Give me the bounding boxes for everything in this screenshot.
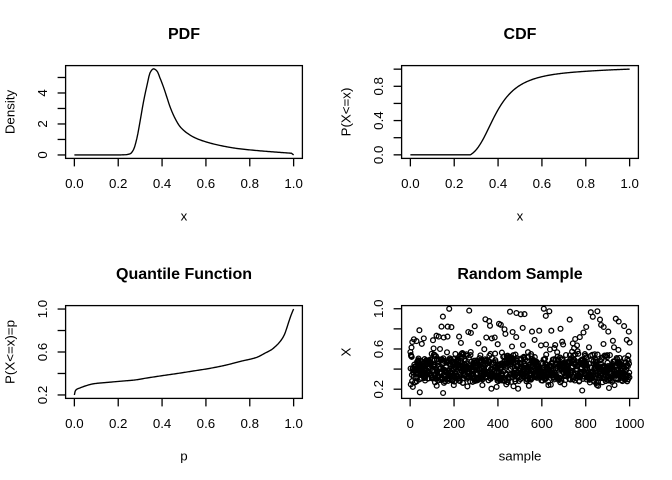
svg-text:x: x <box>517 209 524 224</box>
svg-text:0.6: 0.6 <box>197 416 216 431</box>
svg-text:0.0: 0.0 <box>401 176 420 191</box>
svg-text:1.0: 1.0 <box>284 416 303 431</box>
svg-text:0.6: 0.6 <box>371 340 386 359</box>
svg-text:400: 400 <box>487 416 509 431</box>
svg-text:0: 0 <box>35 151 50 158</box>
svg-text:0.0: 0.0 <box>65 416 84 431</box>
svg-text:p: p <box>180 449 187 464</box>
svg-text:1.0: 1.0 <box>284 176 303 191</box>
svg-text:0.2: 0.2 <box>35 386 50 405</box>
svg-text:0.0: 0.0 <box>65 176 84 191</box>
svg-text:X: X <box>339 347 354 356</box>
svg-text:1.0: 1.0 <box>371 300 386 319</box>
svg-text:Density: Density <box>3 89 18 134</box>
svg-text:0.4: 0.4 <box>371 111 386 130</box>
svg-text:0.2: 0.2 <box>445 176 464 191</box>
svg-text:Random Sample: Random Sample <box>457 266 582 283</box>
svg-text:PDF: PDF <box>168 26 200 43</box>
svg-text:200: 200 <box>443 416 465 431</box>
svg-text:0.2: 0.2 <box>371 380 386 399</box>
svg-text:sample: sample <box>499 449 542 464</box>
svg-text:Quantile Function: Quantile Function <box>116 266 252 283</box>
svg-text:0: 0 <box>406 416 413 431</box>
svg-text:0.8: 0.8 <box>241 176 260 191</box>
svg-text:0.6: 0.6 <box>197 176 216 191</box>
svg-text:P(X<=x)=p: P(X<=x)=p <box>3 320 18 384</box>
svg-text:0.4: 0.4 <box>153 176 172 191</box>
svg-text:0.6: 0.6 <box>35 343 50 362</box>
svg-text:0.8: 0.8 <box>577 176 596 191</box>
svg-text:0.8: 0.8 <box>241 416 260 431</box>
svg-text:800: 800 <box>575 416 597 431</box>
svg-text:CDF: CDF <box>504 26 537 43</box>
svg-text:x: x <box>181 209 188 224</box>
svg-text:0.0: 0.0 <box>371 146 386 165</box>
svg-text:0.4: 0.4 <box>489 176 508 191</box>
svg-text:0.6: 0.6 <box>533 176 552 191</box>
svg-text:1.0: 1.0 <box>35 300 50 319</box>
svg-text:2: 2 <box>35 120 50 127</box>
svg-text:0.2: 0.2 <box>109 416 128 431</box>
svg-text:4: 4 <box>35 89 50 96</box>
svg-text:0.2: 0.2 <box>109 176 128 191</box>
svg-text:0.4: 0.4 <box>153 416 172 431</box>
svg-text:P(X<=x): P(X<=x) <box>339 88 354 137</box>
svg-text:600: 600 <box>531 416 553 431</box>
svg-text:0.8: 0.8 <box>371 77 386 96</box>
svg-text:1000: 1000 <box>615 416 645 431</box>
svg-text:1.0: 1.0 <box>620 176 639 191</box>
